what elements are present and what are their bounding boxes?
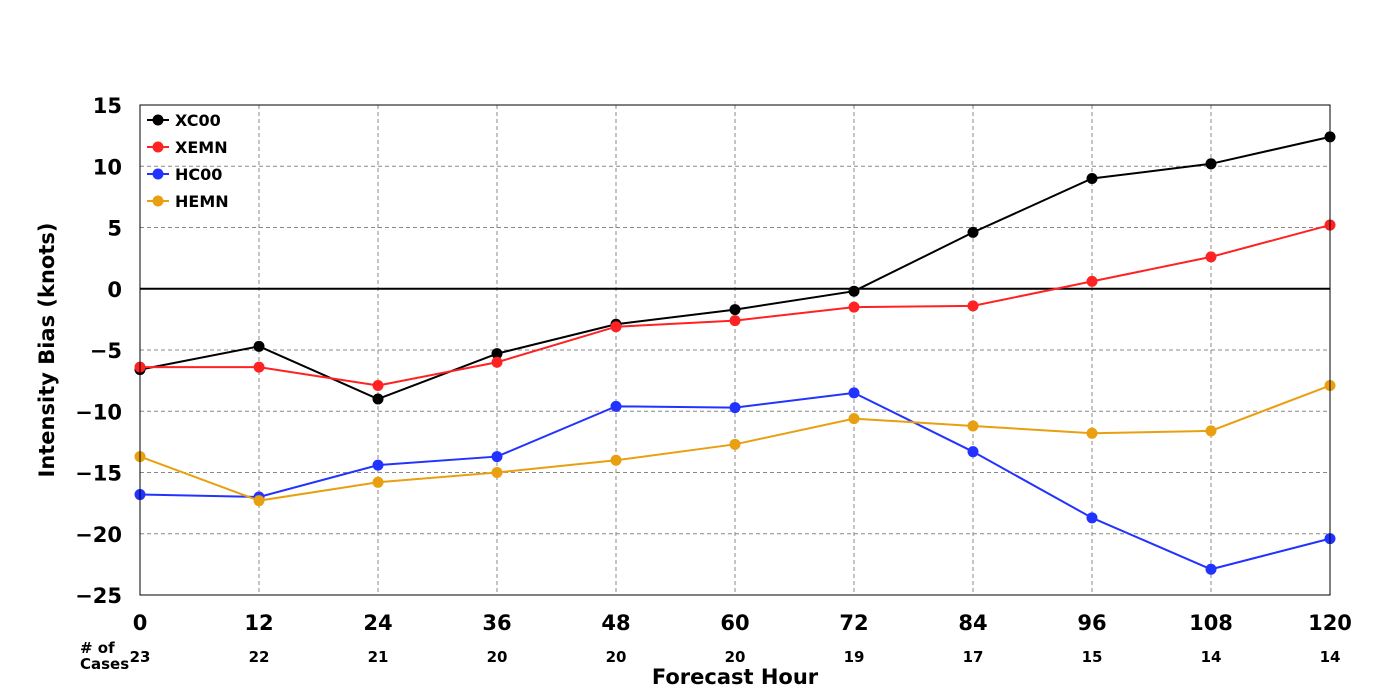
- plot-frame: [139, 104, 1331, 596]
- data-point-xemn: [1086, 275, 1098, 287]
- case-count: 14: [1201, 648, 1222, 666]
- data-point-hemn: [848, 413, 860, 425]
- data-point-xc00: [729, 304, 741, 316]
- y-tick-label: −10: [75, 400, 122, 424]
- legend-marker: [152, 168, 164, 180]
- data-point-hc00: [729, 402, 741, 414]
- series-lines: [134, 131, 1336, 575]
- data-point-xc00: [1086, 173, 1098, 184]
- data-point-hemn: [610, 454, 622, 466]
- case-count: 22: [249, 648, 270, 666]
- case-count: 17: [963, 648, 984, 666]
- y-tick-label: −15: [75, 462, 122, 486]
- data-point-xemn: [967, 300, 979, 312]
- case-count: 14: [1320, 648, 1341, 666]
- x-tick-labels: 0 12 24 36 48 60 72 84 96 108 120: [133, 611, 1352, 635]
- data-point-xemn: [372, 380, 384, 392]
- x-tick-label: 96: [1077, 611, 1106, 635]
- data-point-hc00: [848, 387, 860, 399]
- case-count: 20: [725, 648, 746, 666]
- case-count: 23: [130, 648, 151, 666]
- case-count: 20: [606, 648, 627, 666]
- data-point-hemn: [372, 476, 384, 488]
- y-tick-label: 15: [93, 94, 122, 118]
- case-count: 15: [1082, 648, 1103, 666]
- series-xemn: [134, 219, 1336, 392]
- data-point-hemn: [491, 467, 503, 478]
- cases-label-line2: Cases: [80, 655, 129, 673]
- data-point-xc00: [372, 393, 384, 405]
- y-tick-label: 0: [107, 278, 122, 302]
- data-point-hc00: [1205, 563, 1217, 575]
- series-hemn: [134, 380, 1336, 507]
- y-axis-title: Intensity Bias (knots): [35, 223, 59, 478]
- legend-item-xemn: XEMN: [147, 138, 228, 157]
- x-tick-label: 84: [958, 611, 987, 635]
- data-point-xemn: [610, 321, 622, 333]
- case-count: 20: [487, 648, 508, 666]
- x-tick-label: 36: [482, 611, 511, 635]
- data-point-xc00: [848, 285, 860, 297]
- x-axis-title: Forecast Hour: [652, 665, 819, 689]
- data-point-xc00: [1205, 158, 1217, 170]
- cases-label-line1: # of: [80, 639, 115, 657]
- x-tick-label: 12: [244, 611, 273, 635]
- y-tick-label: 10: [93, 155, 122, 179]
- legend-label: XC00: [175, 111, 221, 130]
- legend-marker: [152, 114, 164, 126]
- legend-item-hc00: HC00: [147, 165, 222, 184]
- data-point-hemn: [729, 438, 741, 450]
- y-tick-label: −25: [75, 584, 122, 608]
- x-tick-label: 60: [720, 611, 749, 635]
- data-point-xc00: [253, 340, 265, 352]
- x-tick-label: 72: [839, 611, 868, 635]
- data-point-hc00: [1086, 512, 1098, 524]
- legend-label: HC00: [175, 165, 222, 184]
- legend-item-hemn: HEMN: [147, 192, 229, 211]
- legend: XC00 XEMN HC00 HEMN: [147, 111, 229, 211]
- y-tick-labels: 15 10 5 0 −5 −10 −15 −20 −25: [75, 94, 122, 608]
- data-point-xc00: [967, 226, 979, 238]
- legend-item-xc00: XC00: [147, 111, 221, 130]
- cases-row: 23 22 21 20 20 20 19 17 15 14 14: [130, 648, 1341, 666]
- x-tick-label: 108: [1189, 611, 1233, 635]
- data-point-hemn: [967, 420, 979, 432]
- x-tick-label: 0: [133, 611, 148, 635]
- data-point-hemn: [1205, 425, 1217, 437]
- data-point-xc00: [491, 348, 503, 360]
- x-tick-label: 48: [601, 611, 630, 635]
- case-count: 21: [368, 648, 389, 666]
- data-point-xemn: [1205, 251, 1217, 263]
- y-tick-label: 5: [107, 217, 122, 241]
- case-count: 19: [844, 648, 865, 666]
- y-tick-label: −20: [75, 523, 122, 547]
- data-point-hc00: [610, 400, 622, 412]
- x-tick-label: 24: [363, 611, 392, 635]
- legend-marker: [152, 141, 164, 153]
- legend-label: XEMN: [175, 138, 228, 157]
- grid: [140, 105, 1330, 595]
- data-point-hc00: [967, 446, 979, 458]
- data-point-hc00: [491, 451, 503, 463]
- data-point-xemn: [491, 356, 503, 368]
- series-hc00: [134, 387, 1336, 575]
- x-tick-label: 120: [1308, 611, 1352, 635]
- y-tick-label: −5: [90, 339, 122, 363]
- data-point-xemn: [729, 315, 741, 327]
- data-point-xemn: [848, 301, 860, 313]
- data-point-xemn: [253, 361, 265, 373]
- data-point-hc00: [372, 459, 384, 471]
- data-point-hemn: [1086, 427, 1098, 439]
- legend-marker: [152, 195, 164, 207]
- data-point-hemn: [253, 495, 265, 507]
- legend-label: HEMN: [175, 192, 229, 211]
